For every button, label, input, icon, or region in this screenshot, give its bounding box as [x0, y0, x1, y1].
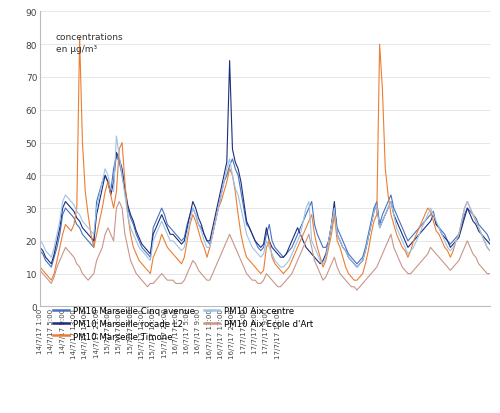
Legend: PM10 Marseille Cinq avenue, PM10 Marseille rocade L2, PM10 Marseille Timone, PM1: PM10 Marseille Cinq avenue, PM10 Marseil… [54, 306, 313, 341]
Text: concentrations
en μg/m³: concentrations en μg/m³ [56, 33, 124, 54]
